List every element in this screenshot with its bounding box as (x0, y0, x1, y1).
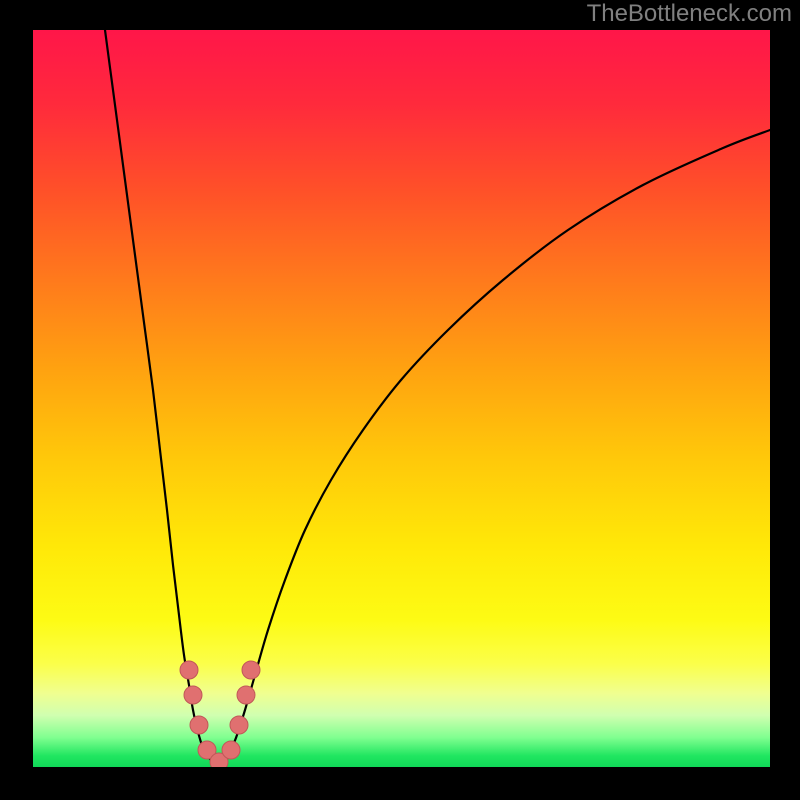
data-marker (237, 686, 255, 704)
data-marker (190, 716, 208, 734)
watermark-text: TheBottleneck.com (587, 0, 792, 28)
data-marker (242, 661, 260, 679)
markers-group (180, 661, 260, 767)
plot-area (33, 30, 770, 767)
data-marker (230, 716, 248, 734)
stage: TheBottleneck.com (0, 0, 800, 800)
data-marker (222, 741, 240, 759)
left-curve (105, 30, 221, 765)
data-marker (184, 686, 202, 704)
curves-layer (33, 30, 770, 767)
data-marker (180, 661, 198, 679)
right-curve (221, 130, 770, 765)
